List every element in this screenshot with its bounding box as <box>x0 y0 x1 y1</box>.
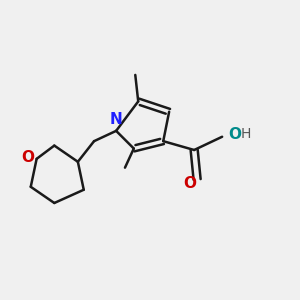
Text: O: O <box>21 150 34 165</box>
Text: N: N <box>110 112 122 127</box>
Text: H: H <box>241 128 251 141</box>
Text: O: O <box>228 127 241 142</box>
Text: O: O <box>183 176 196 191</box>
